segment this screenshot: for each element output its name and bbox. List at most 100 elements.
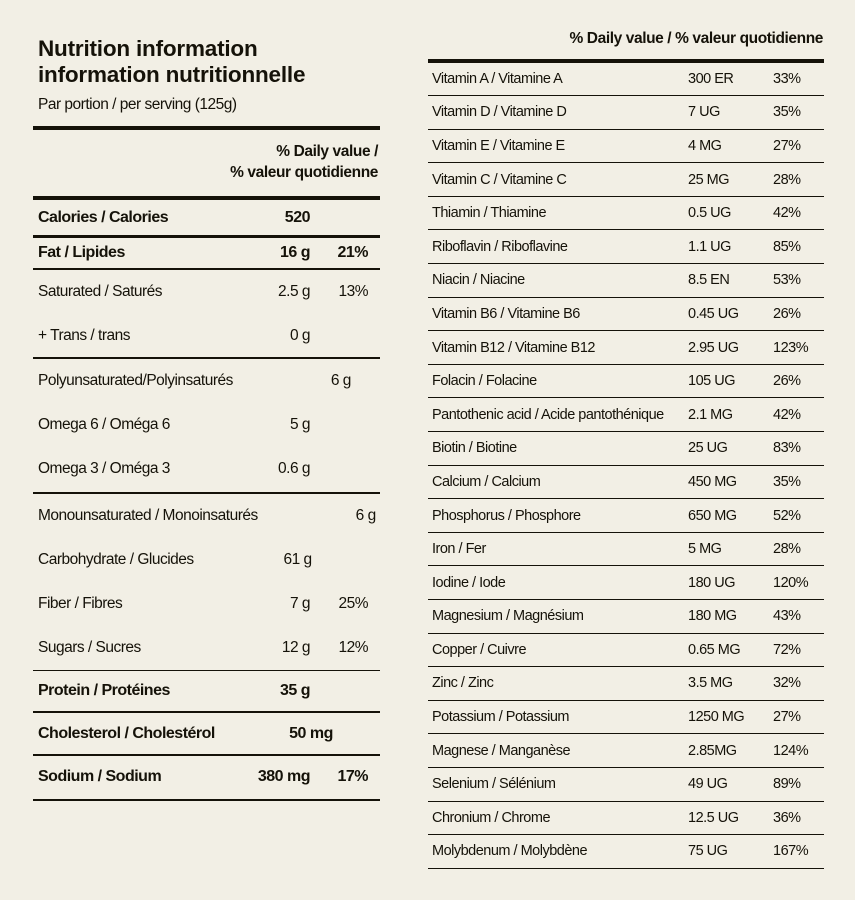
vitamin-mineral-row: Vitamin B12 / Vitamine B12 2.95 UG 123% bbox=[428, 331, 824, 365]
nutrient-label: Fiber / Fibres bbox=[38, 594, 123, 612]
vitamin-mineral-daily-value: 26% bbox=[773, 373, 801, 390]
vitamin-mineral-daily-value: 43% bbox=[773, 608, 801, 625]
vitamin-mineral-daily-value: 28% bbox=[773, 171, 801, 188]
nutrient-row: Fiber / Fibres 7 g 25% bbox=[33, 582, 380, 626]
vitamin-mineral-row: Riboflavin / Riboflavine 1.1 UG 85% bbox=[428, 230, 824, 265]
vitamin-mineral-row: Biotin / Biotine 25 UG 83% bbox=[428, 432, 824, 466]
vitamin-mineral-label: Molybdenum / Molybdène bbox=[432, 843, 588, 860]
nutrient-label: Sodium / Sodium bbox=[38, 768, 162, 786]
nutrient-amount: 7 g bbox=[289, 594, 311, 612]
vitamin-mineral-daily-value: 167% bbox=[773, 843, 809, 860]
vitamin-mineral-amount: 7 UG bbox=[688, 104, 720, 121]
nutrient-label: Omega 3 / Oméga 3 bbox=[38, 460, 170, 478]
vitamin-mineral-row: Iodine / Iode 180 UG 120% bbox=[428, 566, 824, 600]
nutrient-row: Polyunsaturated/Polyinsaturés 6 g bbox=[33, 359, 380, 403]
nutrient-daily-value: 21% bbox=[337, 243, 368, 261]
nutrient-row: Sodium / Sodium 380 mg 17% bbox=[33, 756, 380, 799]
nutrient-daily-value: 12% bbox=[338, 638, 368, 656]
separator-rule bbox=[33, 669, 380, 672]
vitamin-mineral-amount: 105 UG bbox=[688, 373, 735, 390]
vitamin-mineral-daily-value: 83% bbox=[773, 440, 801, 457]
separator-rule bbox=[33, 357, 380, 359]
vitamin-mineral-daily-value: 42% bbox=[773, 205, 801, 222]
nutrient-row: Monounsaturated / Monoinsaturés 6 g bbox=[33, 494, 380, 538]
nutrient-amount: 0 g bbox=[289, 326, 311, 344]
vitamin-mineral-daily-value: 120% bbox=[773, 574, 809, 591]
nutrient-daily-value: 13% bbox=[338, 283, 368, 300]
vitamin-mineral-daily-value: 72% bbox=[773, 641, 801, 658]
vitamin-mineral-row: Phosphorus / Phosphore 650 MG 52% bbox=[428, 499, 824, 533]
vitamin-mineral-daily-value: 27% bbox=[773, 137, 801, 154]
nutrient-amount: 5 g bbox=[289, 415, 311, 433]
vitamin-mineral-daily-value: 35% bbox=[773, 104, 801, 121]
vitamin-mineral-daily-value: 42% bbox=[773, 406, 801, 423]
vitamin-mineral-label: Iodine / Iode bbox=[432, 574, 506, 591]
nutrient-label: + Trans / trans bbox=[38, 326, 131, 344]
daily-value-header-line2: % valeur quotidienne bbox=[230, 164, 378, 181]
nutrient-row: Cholesterol / Cholestérol 50 mg bbox=[33, 713, 380, 754]
vitamin-mineral-daily-value: 35% bbox=[773, 473, 801, 490]
nutrient-amount: 520 bbox=[284, 208, 311, 226]
vitamin-mineral-daily-value: 123% bbox=[773, 339, 809, 356]
vitamin-mineral-label: Biotin / Biotine bbox=[432, 440, 517, 457]
vitamin-mineral-label: Riboflavin / Riboflavine bbox=[432, 238, 568, 255]
vitamin-mineral-label: Magnesium / Magnésium bbox=[432, 608, 584, 625]
vitamin-mineral-amount: 450 MG bbox=[688, 473, 737, 490]
vitamin-mineral-daily-value: 89% bbox=[773, 776, 801, 793]
nutrient-row: Protein / Protéines 35 g bbox=[33, 671, 380, 711]
vitamin-mineral-amount: 5 MG bbox=[688, 541, 722, 558]
page-title: Nutrition information information nutrit… bbox=[38, 36, 380, 88]
vitamin-mineral-label: Iron / Fer bbox=[432, 541, 486, 558]
vitamin-mineral-label: Vitamin E / Vitamine E bbox=[432, 137, 565, 154]
vitamin-mineral-label: Copper / Cuivre bbox=[432, 641, 527, 658]
page-title-line2: information nutritionnelle bbox=[38, 62, 306, 87]
vitamin-mineral-row: Vitamin E / Vitamine E 4 MG 27% bbox=[428, 130, 824, 164]
vitamin-mineral-amount: 2.1 MG bbox=[688, 406, 733, 423]
vitamin-mineral-daily-value: 33% bbox=[773, 70, 801, 87]
page-title-line1: Nutrition information bbox=[38, 36, 258, 61]
vitamin-mineral-row: Thiamin / Thiamine 0.5 UG 42% bbox=[428, 197, 824, 231]
vitamin-mineral-daily-value: 53% bbox=[773, 272, 801, 289]
separator-rule bbox=[428, 59, 824, 63]
nutrient-daily-value: 25% bbox=[338, 594, 368, 612]
nutrient-label: Fat / Lipides bbox=[38, 243, 125, 261]
vitamin-mineral-row: Chronium / Chrome 12.5 UG 36% bbox=[428, 802, 824, 836]
vitamin-mineral-row: Copper / Cuivre 0.65 MG 72% bbox=[428, 634, 824, 668]
vitamin-mineral-amount: 0.45 UG bbox=[688, 305, 739, 322]
daily-value-header: % Daily value / % valeur quotidienne bbox=[33, 141, 380, 183]
vitamin-mineral-label: Vitamin C / Vitamine C bbox=[432, 171, 567, 188]
vitamin-mineral-row: Vitamin D / Vitamine D 7 UG 35% bbox=[428, 96, 824, 130]
vitamin-mineral-row: Vitamin A / Vitamine A 300 ER 33% bbox=[428, 63, 824, 97]
nutrient-label: Polyunsaturated/Polyinsaturés bbox=[38, 371, 233, 389]
vitamin-mineral-amount: 25 MG bbox=[688, 171, 730, 188]
vitamin-mineral-amount: 1.1 UG bbox=[688, 238, 731, 255]
vitamin-mineral-amount: 180 MG bbox=[688, 608, 737, 625]
vitamin-mineral-row: Selenium / Sélénium 49 UG 89% bbox=[428, 768, 824, 802]
vitamin-mineral-amount: 8.5 EN bbox=[688, 272, 730, 289]
vitamin-mineral-label: Vitamin D / Vitamine D bbox=[432, 104, 567, 121]
nutrient-amount: 0.6 g bbox=[278, 460, 310, 478]
vitamin-mineral-amount: 180 UG bbox=[688, 574, 735, 591]
nutrient-row: Saturated / Saturés 2.5 g 13% bbox=[33, 270, 380, 314]
vitamin-mineral-label: Calcium / Calcium bbox=[432, 473, 541, 490]
vitamin-mineral-daily-value: 27% bbox=[773, 709, 801, 726]
nutrient-row: Sugars / Sucres 12 g 12% bbox=[33, 626, 380, 670]
separator-rule bbox=[33, 126, 380, 130]
separator-rule bbox=[33, 798, 380, 801]
nutrient-row: + Trans / trans 0 g bbox=[33, 314, 380, 357]
vitamin-mineral-row: Potassium / Potassium 1250 MG 27% bbox=[428, 701, 824, 735]
nutrient-amount: 2.5 g bbox=[278, 283, 310, 300]
vitamin-mineral-label: Niacin / Niacine bbox=[432, 272, 525, 289]
nutrient-amount: 380 mg bbox=[257, 768, 311, 786]
nutrient-row: Calories / Calories 520 bbox=[33, 200, 380, 235]
nutrient-amount: 12 g bbox=[281, 638, 311, 656]
daily-value-header: % Daily value / % valeur quotidienne bbox=[569, 30, 824, 47]
vitamin-mineral-daily-value: 52% bbox=[773, 507, 801, 524]
vitamin-mineral-row: Molybdenum / Molybdène 75 UG 167% bbox=[428, 835, 824, 869]
vitamin-mineral-label: Chronium / Chrome bbox=[432, 809, 551, 826]
vitamin-mineral-amount: 2.95 UG bbox=[688, 339, 739, 356]
vitamin-mineral-label: Magnese / Manganèse bbox=[432, 742, 571, 759]
vitamin-mineral-label: Selenium / Sélénium bbox=[432, 776, 556, 793]
separator-rule bbox=[33, 235, 380, 238]
vitamin-mineral-amount: 4 MG bbox=[688, 137, 722, 154]
